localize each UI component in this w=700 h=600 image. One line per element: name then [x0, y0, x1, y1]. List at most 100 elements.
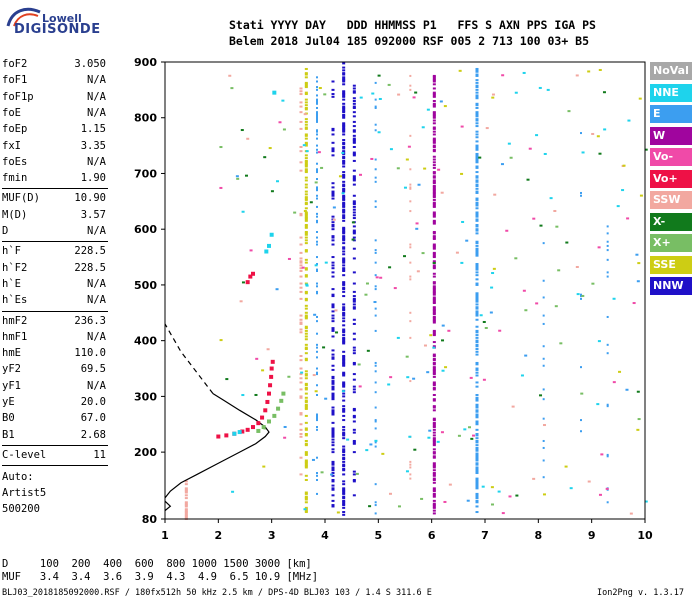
echo-mark	[475, 453, 479, 456]
echo-dot	[565, 241, 569, 244]
echo-mark	[475, 303, 479, 306]
echo-mark	[432, 306, 436, 309]
echo-mark	[432, 472, 436, 475]
echo-mark	[342, 463, 346, 466]
echo-mark	[432, 219, 436, 222]
echo-mark	[432, 115, 436, 118]
echo-mark	[316, 115, 318, 118]
echo-mark	[432, 191, 436, 194]
param-value: N/A	[87, 155, 106, 168]
echo-mark	[432, 140, 436, 143]
echo-dot	[444, 366, 448, 369]
echo-mark	[475, 505, 479, 508]
echo-mark	[299, 456, 303, 459]
echo-mark	[342, 407, 346, 410]
echo-dot	[575, 74, 579, 77]
echo-mark	[352, 322, 356, 325]
echo-mark	[352, 290, 356, 293]
trace-point-vo	[245, 280, 250, 285]
echo-mark	[475, 119, 479, 122]
echo-mark	[475, 393, 479, 396]
echo-mark	[342, 317, 346, 320]
echo-dot	[373, 301, 377, 304]
echo-mark	[432, 307, 436, 310]
echo-mark	[352, 300, 356, 303]
echo-mark	[352, 332, 356, 335]
echo-mark	[316, 282, 318, 285]
echo-mark	[316, 102, 318, 105]
echo-mark	[304, 311, 308, 314]
echo-mark	[475, 433, 479, 436]
echo-mark	[432, 112, 436, 115]
param-label: foF1	[2, 74, 28, 87]
echo-mark	[475, 166, 479, 169]
echo-mark	[304, 168, 308, 171]
echo-mark	[475, 325, 479, 328]
echo-dot	[219, 339, 223, 342]
echo-mark	[342, 303, 346, 306]
echo-mark	[352, 409, 356, 412]
echo-mark	[432, 329, 436, 332]
param-hf2: h`F2 228.5	[2, 261, 106, 275]
echo-mark	[342, 385, 346, 388]
echo-mark	[432, 179, 436, 182]
param-label: foEp	[2, 123, 28, 136]
param-foe: foE N/A	[2, 106, 106, 120]
echo-mark	[342, 419, 346, 422]
echo-mark	[432, 345, 436, 348]
legend-item-x: X-	[650, 212, 692, 231]
echo-mark	[304, 292, 308, 295]
echo-mark	[304, 491, 308, 494]
echo-mark	[342, 469, 346, 472]
x-tick-label: 5	[375, 529, 383, 542]
echo-mark	[331, 147, 335, 150]
param-fof2: foF2 3.050	[2, 57, 106, 71]
echo-dot	[244, 174, 248, 177]
echo-mark	[304, 434, 308, 437]
echo-dot	[546, 88, 550, 91]
echo-mark	[342, 363, 346, 366]
echo-dot	[412, 377, 416, 380]
echo-mark	[542, 388, 545, 391]
echo-mark	[475, 111, 479, 114]
echo-mark	[304, 157, 308, 160]
echo-dot	[638, 97, 642, 100]
echo-mark	[342, 242, 346, 245]
echo-mark	[352, 200, 356, 203]
echo-mark	[342, 246, 346, 249]
echo-mark	[342, 460, 346, 463]
echo-mark	[432, 94, 436, 97]
echo-mark	[475, 434, 479, 437]
echo-mark	[331, 154, 335, 157]
echo-mark	[475, 314, 479, 317]
echo-mark	[409, 246, 412, 249]
echo-mark	[184, 491, 188, 494]
echo-mark	[580, 194, 582, 197]
echo-mark	[184, 511, 188, 514]
echo-mark	[342, 214, 346, 217]
echo-mark	[432, 504, 436, 507]
echo-mark	[432, 176, 436, 179]
echo-mark	[184, 494, 188, 497]
echo-mark	[304, 193, 308, 196]
echo-mark	[475, 497, 479, 500]
echo-dot	[491, 96, 495, 99]
echo-mark	[606, 405, 609, 408]
echo-dot	[414, 91, 418, 94]
echo-mark	[304, 384, 308, 387]
echo-mark	[342, 165, 346, 168]
echo-mark	[331, 410, 335, 413]
echo-dot	[389, 376, 393, 379]
echo-mark	[299, 412, 303, 415]
echo-mark	[475, 159, 479, 162]
param-fof1: foF1 N/A	[2, 73, 106, 87]
echo-mark	[432, 244, 436, 247]
echo-mark	[299, 269, 303, 272]
param-value: N/A	[87, 330, 106, 343]
echo-mark	[299, 105, 303, 108]
echo-mark	[409, 183, 412, 186]
echo-mark	[432, 481, 436, 484]
echo-dot	[377, 131, 381, 134]
echo-dot	[466, 499, 470, 502]
echo-mark	[304, 249, 308, 252]
